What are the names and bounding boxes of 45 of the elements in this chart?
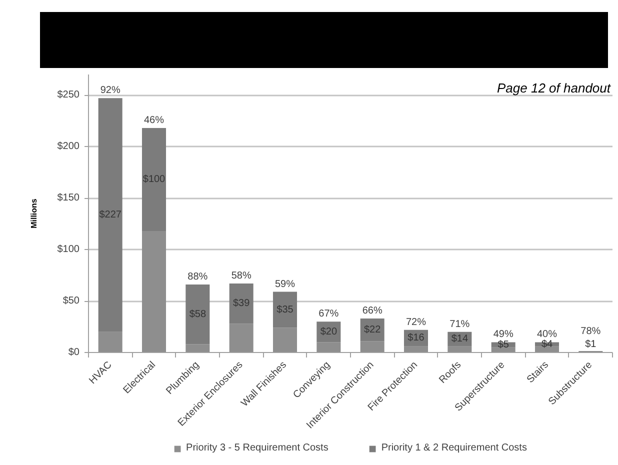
annotation: 66% (362, 306, 382, 317)
data-label: $22 (364, 324, 382, 336)
data-label: $39 (232, 298, 250, 310)
annotation: 72% (406, 316, 426, 328)
bar (98, 98, 122, 332)
annotation: 71% (450, 318, 470, 330)
y-tick-label: $200 (57, 141, 80, 152)
legend-label: Priority 1 & 2 Requirement Costs (381, 442, 527, 454)
data-label: $58 (189, 308, 206, 320)
bar (316, 342, 341, 352)
bar (142, 231, 166, 352)
annotation: 58% (231, 270, 252, 282)
bar (142, 128, 166, 232)
data-label: $5 (498, 339, 510, 350)
annotation: Page 12 of handout (497, 80, 612, 96)
y-tick-label: $0 (68, 347, 80, 358)
annotation: 40% (536, 329, 558, 340)
y-tick-label: $150 (57, 192, 80, 204)
annotation: 88% (188, 272, 208, 283)
annotation: 49% (493, 329, 514, 340)
bar (186, 284, 210, 344)
data-label: $35 (276, 304, 294, 316)
data-label: $14 (451, 334, 468, 345)
data-label: $20 (320, 326, 338, 338)
y-axis-title: Millions (29, 198, 38, 228)
annotation: 46% (144, 115, 164, 126)
data-label: $1 (585, 339, 597, 350)
bar (229, 324, 254, 352)
data-label: $16 (408, 332, 425, 344)
annotation: 59% (274, 278, 296, 290)
annotation: 92% (100, 85, 120, 96)
y-tick-label: $100 (57, 244, 80, 256)
bar (272, 292, 298, 328)
y-tick-label: $50 (62, 296, 80, 307)
bar (229, 284, 254, 324)
annotation: 78% (580, 326, 601, 338)
bar (360, 341, 384, 352)
data-label: $227 (99, 210, 122, 221)
bar (98, 332, 122, 352)
legend-label: Priority 3 - 5 Requirement Costs (186, 442, 328, 454)
data-label: $100 (142, 174, 166, 186)
bar (272, 328, 298, 352)
y-tick-label: $250 (57, 90, 80, 101)
annotation: 67% (318, 308, 339, 320)
bar (186, 344, 210, 352)
